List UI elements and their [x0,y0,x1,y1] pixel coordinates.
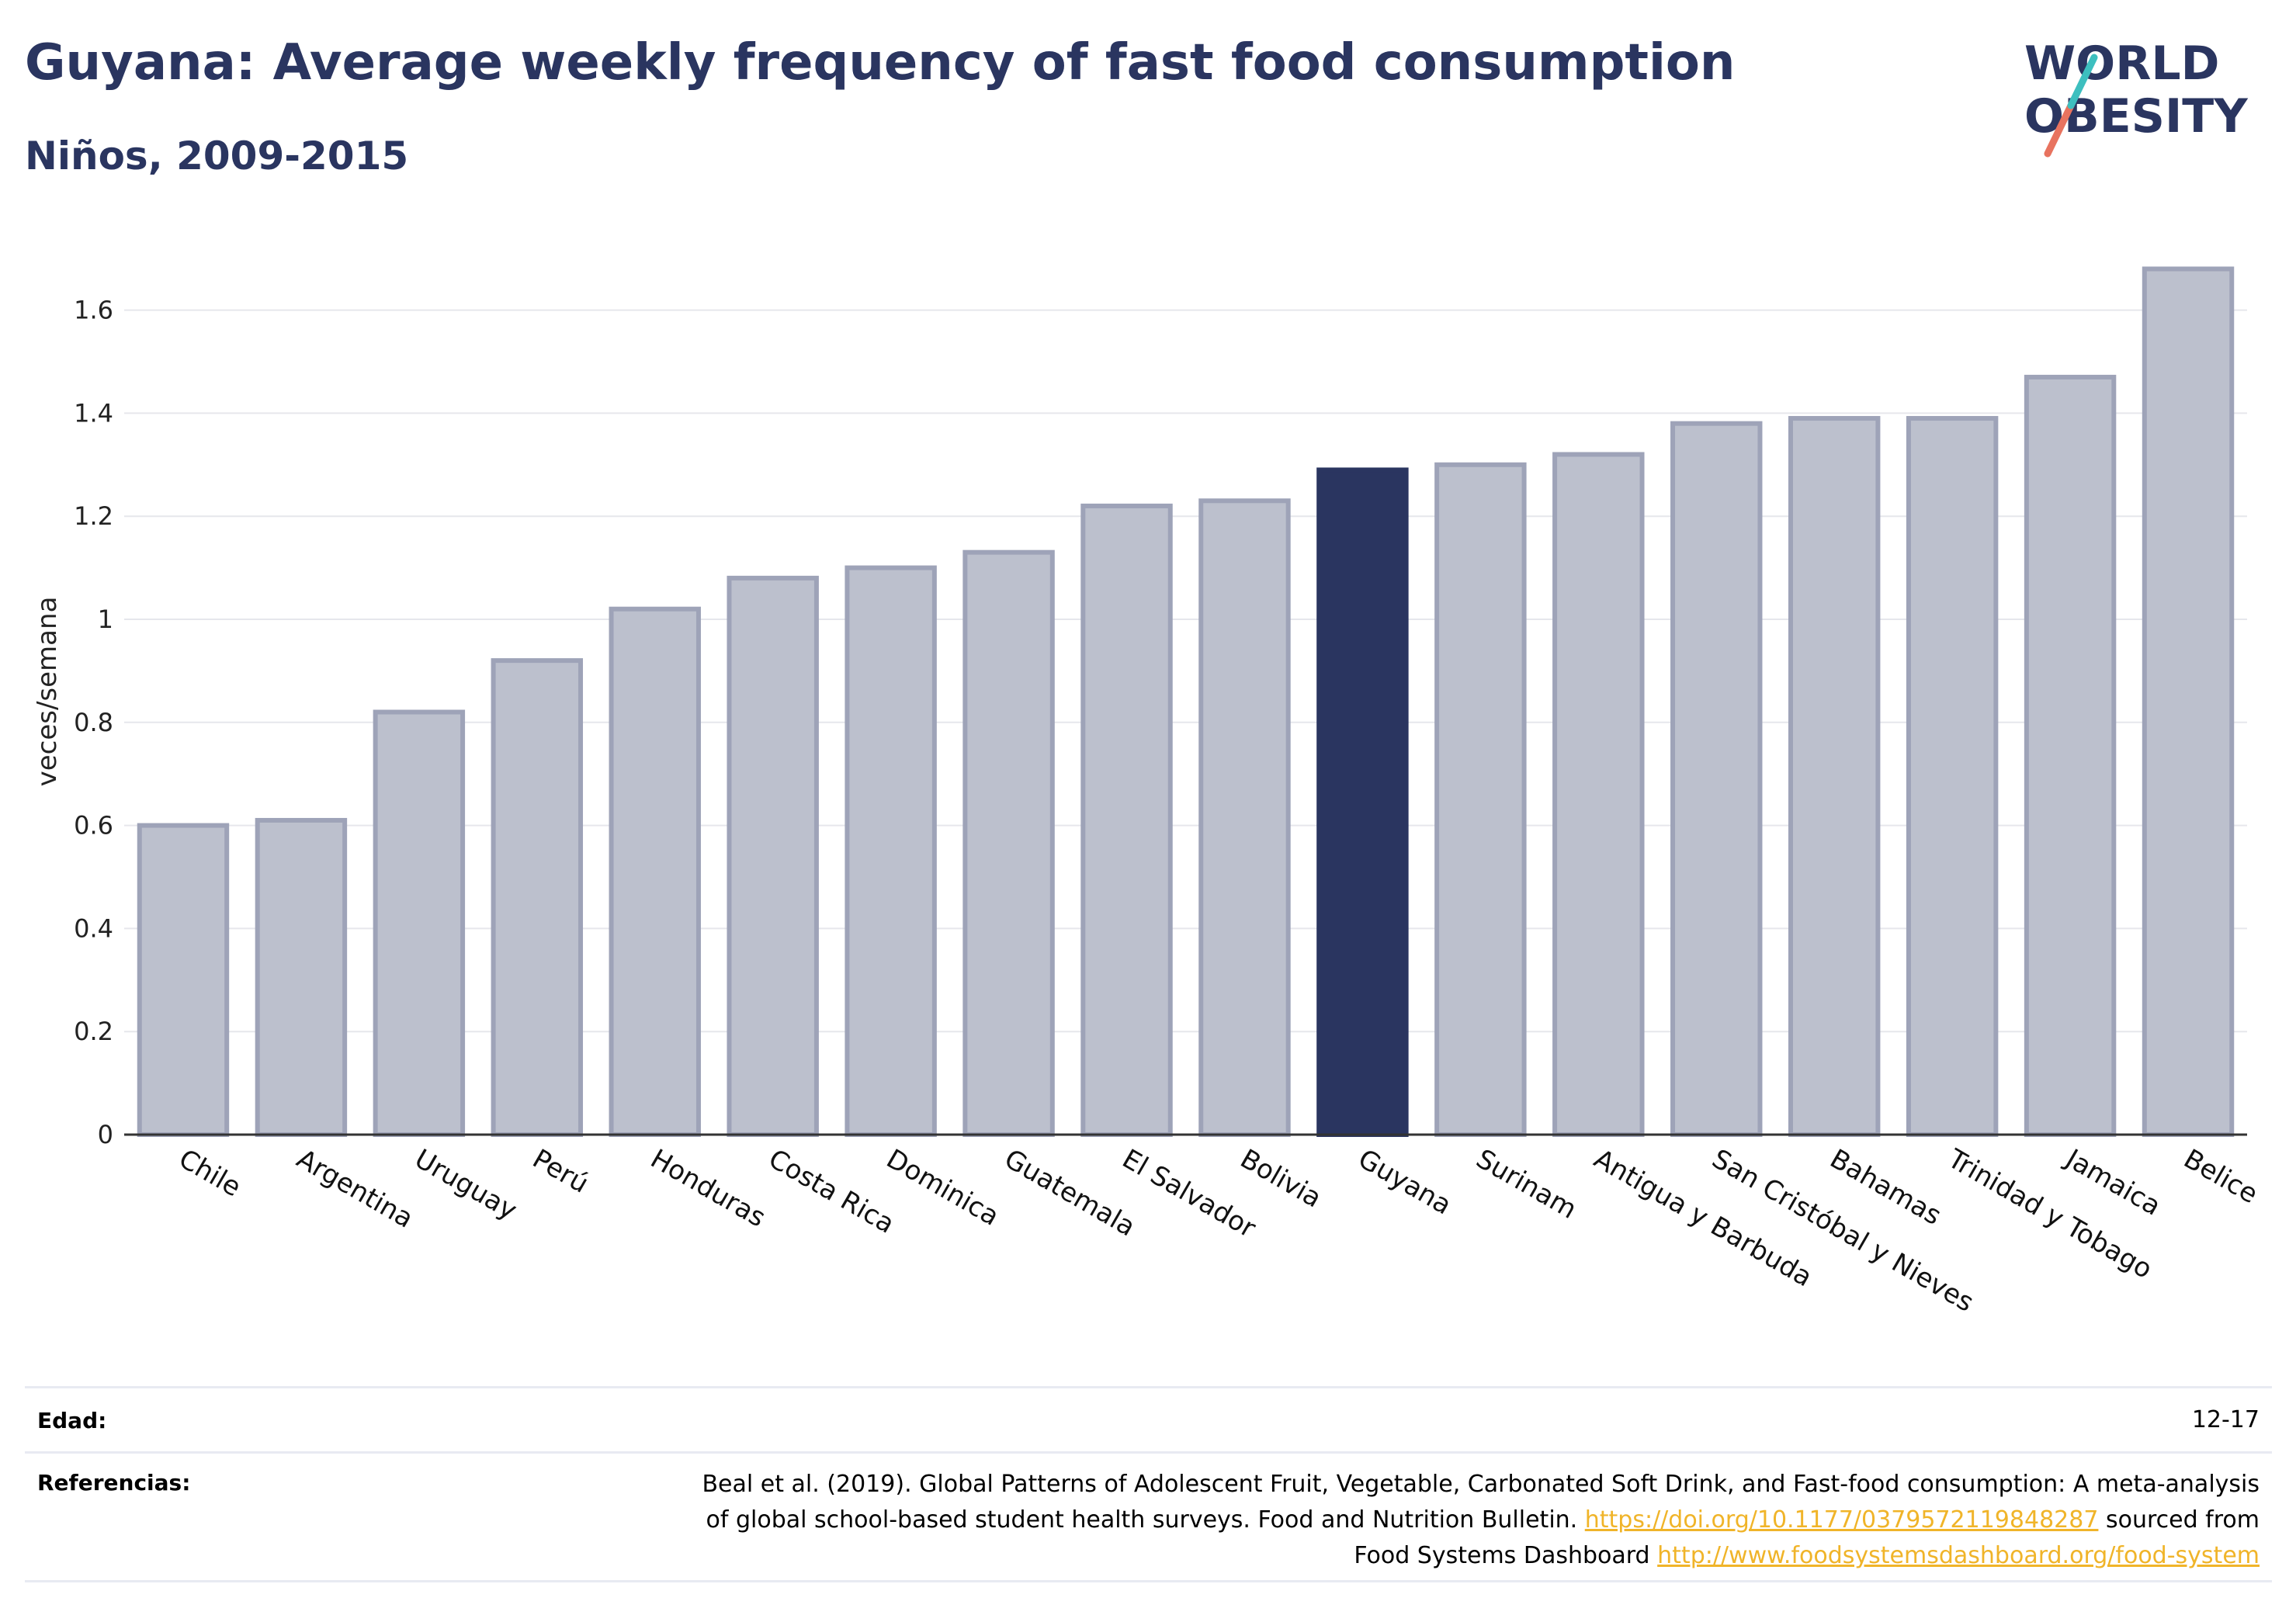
bar [1670,421,1763,1137]
y-tick-label: 0.2 [74,1017,113,1046]
bar [491,658,584,1137]
x-tick-label: Chile [173,1143,246,1203]
bar [1198,498,1291,1137]
x-tick-label: Antigua y Barbuda [1589,1143,1818,1293]
x-tick-label: Surinam [1471,1143,1582,1225]
bar [373,709,466,1137]
dashboard-link[interactable]: http://www.foodsystemsdashboard.org/food… [1657,1542,2260,1569]
chart-title: Guyana: Average weekly frequency of fast… [25,34,1736,92]
x-tick-label: Honduras [645,1143,771,1233]
footer-divider-middle [25,1451,2272,1454]
bar [1552,452,1645,1137]
logo-slash-teal [2067,54,2098,109]
x-tick-label: Guatemala [999,1143,1140,1242]
y-tick-label: 1 [98,605,113,634]
y-tick-label: 0 [98,1120,113,1149]
bar [2142,266,2235,1138]
refs-line-2-tail: sourced from [2105,1506,2260,1534]
footer-age-row: Edad: 12-17 [25,1405,2272,1444]
bar [1080,503,1173,1137]
x-tick-label: Costa Rica [763,1143,900,1240]
bar [2024,374,2117,1138]
refs-line-1: Beal et al. (2019). Global Patterns of A… [702,1471,2260,1498]
bar [1788,416,1881,1137]
logo-slash-coral [2044,102,2075,158]
logo-line-1: WORLD [2024,36,2219,91]
x-tick-label: Guyana [1353,1143,1457,1221]
y-tick-label: 1.6 [74,296,113,325]
refs-line-3: Food Systems Dashboard [1354,1542,1650,1569]
refs-line-2: of global school-based student health su… [706,1506,1578,1534]
bar [962,549,1055,1137]
footer-divider-bottom [25,1580,2272,1582]
bar-chart: 0 0.2 0.4 0.6 0.8 1 1.2 1.4 1.6 veces/semana Chile… [32,266,2263,1319]
refs-label: Referencias: [37,1470,191,1495]
x-tick-label: Bolivia [1235,1143,1327,1214]
age-label: Edad: [37,1408,107,1433]
bar-highlight [1316,467,1409,1137]
world-obesity-logo: WORLD OBESITY [2024,36,2249,158]
bar [609,606,701,1137]
refs-text: Beal et al. (2019). Global Patterns of A… [474,1467,2260,1574]
x-tick-label: El Salvador [1117,1143,1261,1244]
bar [845,565,937,1137]
x-tick-label: Perú [527,1143,594,1200]
bar [1906,416,1999,1137]
footer-divider-top [25,1386,2272,1388]
age-value: 12-17 [2191,1406,2260,1433]
x-tick-label: Trinidad y Tobago [1942,1143,2158,1285]
y-tick-label: 1.2 [74,501,113,531]
doi-link[interactable]: https://doi.org/10.1177/0379572119848287 [1584,1506,2099,1534]
x-tick-label: Dominica [881,1143,1004,1232]
footer-refs-row: Referencias: Beal et al. (2019). Global … [25,1467,2272,1583]
y-tick-label: 0.4 [74,913,113,943]
bar [727,575,819,1137]
y-tick-label: 0.8 [74,708,113,737]
bar [137,823,230,1137]
chart-subtitle: Niños, 2009-2015 [25,133,409,178]
x-tick-label: Uruguay [409,1143,522,1226]
bar [255,817,348,1137]
y-tick-label: 0.6 [74,811,113,840]
logo-line-2: OBESITY [2024,89,2249,144]
y-tick-label: 1.4 [74,398,113,428]
bar [1434,462,1527,1137]
y-axis-title: veces/semana [32,597,63,787]
x-tick-label: Argentina [291,1143,418,1235]
x-tick-label: Belice [2179,1143,2263,1210]
